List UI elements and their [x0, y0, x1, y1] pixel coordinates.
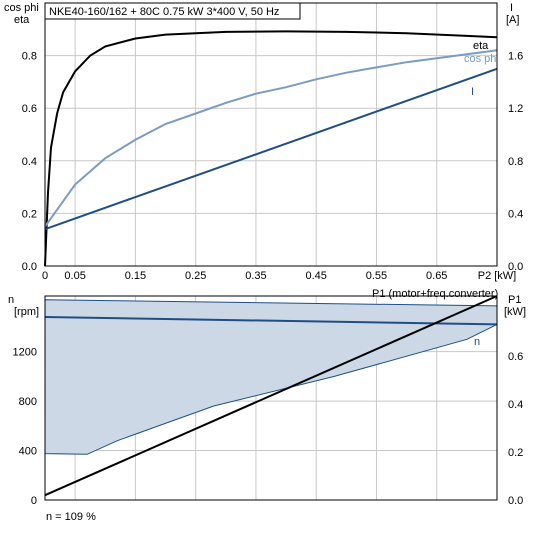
top-series: [44, 30, 498, 267]
top-left-axis-label-line1: cos phi: [4, 2, 39, 14]
top-left-tick-label: 0.0: [22, 261, 37, 273]
bottom-right-axis-label-line1: P1: [508, 294, 521, 306]
bottom-left-axis-label-line2: [rpm]: [14, 306, 39, 318]
bottom-left-tick-label: 1200: [13, 347, 37, 359]
bottom-axes: [44, 295, 498, 501]
top-x-tick-label: 0.05: [64, 270, 85, 282]
bottom-left-tick-label: 400: [19, 446, 37, 458]
bottom-right-tick-label: 0.6: [508, 351, 523, 363]
eta-curve: [44, 30, 498, 267]
speed-curve: [44, 316, 498, 326]
top-x-tick-label: 0.65: [426, 270, 447, 282]
bottom-left-tick-label: 800: [19, 396, 37, 408]
top-x-tick-label: 0.25: [185, 270, 206, 282]
top-left-tick-label: 0.8: [22, 51, 37, 63]
top-x-tick-label: 0: [42, 270, 48, 282]
bottom-left-axis-label-line1: n: [8, 294, 14, 306]
current-curve: [44, 67, 498, 231]
top-right-tick-label: 0.8: [508, 156, 523, 168]
series-label-cos-phi: cos phi: [464, 53, 499, 65]
p1-curve: [44, 295, 498, 497]
series-label-speed: n: [474, 336, 480, 348]
bottom-left-tick-label: 0: [31, 495, 37, 507]
top-left-tick-label: 0.6: [22, 103, 37, 115]
speed-footnote: n = 109 %: [46, 511, 96, 523]
bottom-right-axis-label-line2: [kW]: [504, 306, 526, 318]
top-x-tick-label: 0.15: [125, 270, 146, 282]
chart-title: NKE40-160/162 + 80C 0.75 kW 3*400 V, 50 …: [49, 6, 279, 18]
top-x-tick-label: P2 [kW]: [478, 270, 517, 282]
cos-phi-curve: [44, 49, 498, 228]
top-ticks: 0 0.05 0.15 0.25 0.35 0.45 0.55 0.65 P2 [kW]0.00…: [22, 51, 524, 282]
series-label-eta: eta: [473, 40, 489, 52]
bottom-right-tick-label: 0.4: [508, 399, 523, 411]
top-left-tick-label: 0.2: [22, 208, 37, 220]
top-left-axis-label-line2: eta: [14, 14, 30, 26]
chart-title-box: [44, 2, 301, 20]
top-x-tick-label: 0.35: [245, 270, 266, 282]
top-x-tick-label: 0.55: [366, 270, 387, 282]
top-x-tick-label: 0.45: [305, 270, 326, 282]
top-right-axis-label-line2: [A]: [506, 14, 519, 26]
top-right-axis-label-line1: I: [510, 2, 513, 14]
bottom-right-tick-label: 0.0: [508, 495, 523, 507]
top-right-tick-label: 1.6: [508, 51, 523, 63]
top-left-tick-label: 0.4: [22, 156, 37, 168]
bottom-right-tick-label: 0.2: [508, 447, 523, 459]
series-label-p1: P1 (motor+freq.converter): [372, 288, 498, 300]
top-right-tick-label: 1.2: [508, 103, 523, 115]
series-label-current: I: [471, 86, 474, 98]
top-right-tick-label: 0.4: [508, 208, 523, 220]
bottom-ticks: 0 400 800 1200 0.0 0.2 0.4 0.6: [13, 347, 524, 507]
top-right-tick-label: 0.0: [508, 261, 523, 273]
